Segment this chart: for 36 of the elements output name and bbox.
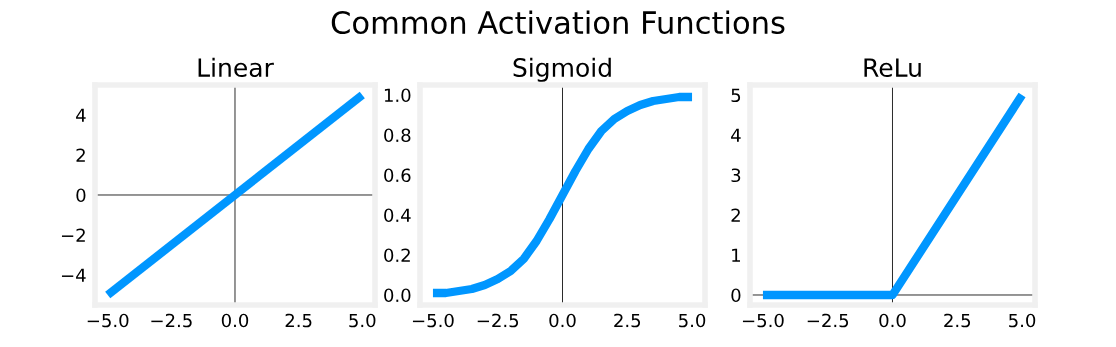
x-tick-label: −2.5 — [477, 313, 519, 328]
y-tick-label: 5 — [731, 88, 741, 103]
y-tick-label: 4 — [76, 108, 86, 122]
x-tick-label: −2.5 — [151, 313, 192, 328]
x-tick-label: 2.5 — [285, 313, 312, 328]
y-tick-label: 1.0 — [384, 88, 411, 103]
y-tick-label: 4 — [731, 128, 741, 142]
y-tick-label: 0.8 — [384, 128, 411, 143]
x-tick-label: −5.0 — [87, 313, 129, 328]
chart-title: Sigmoid — [513, 57, 611, 82]
x-tick-label: −5.0 — [412, 313, 454, 328]
text: Common Activation Functions — [331, 10, 785, 35]
chart-title: Linear — [198, 57, 274, 78]
x-tick-label: 5.0 — [679, 313, 706, 328]
x-tick-label: 0.0 — [549, 313, 576, 328]
y-tick-label: 0.0 — [384, 288, 411, 303]
x-tick-label: 5.0 — [349, 313, 376, 328]
y-tick-label: 0.2 — [384, 248, 410, 263]
y-tick-label: 2 — [731, 208, 740, 222]
y-tick-label: 3 — [731, 168, 741, 183]
x-tick-label: 2.5 — [944, 313, 971, 328]
y-tick-label: 0.6 — [384, 168, 411, 183]
x-tick-label: −5.0 — [742, 313, 784, 328]
y-tick-label: 2 — [76, 148, 85, 162]
x-tick-label: 5.0 — [1009, 313, 1036, 328]
x-tick-label: 2.5 — [614, 313, 641, 328]
y-tick-label: 1 — [732, 248, 740, 262]
x-tick-label: 0.0 — [221, 313, 249, 328]
y-tick-label: 0.4 — [384, 208, 411, 223]
chart-title: ReLu — [864, 58, 921, 78]
x-tick-label: 0.0 — [879, 313, 906, 328]
y-tick-label: 0 — [731, 288, 741, 303]
y-tick-label: −4 — [61, 268, 86, 282]
x-tick-label: −2.5 — [807, 313, 849, 328]
y-tick-label: 0 — [76, 188, 86, 203]
y-tick-label: −2 — [61, 228, 85, 242]
